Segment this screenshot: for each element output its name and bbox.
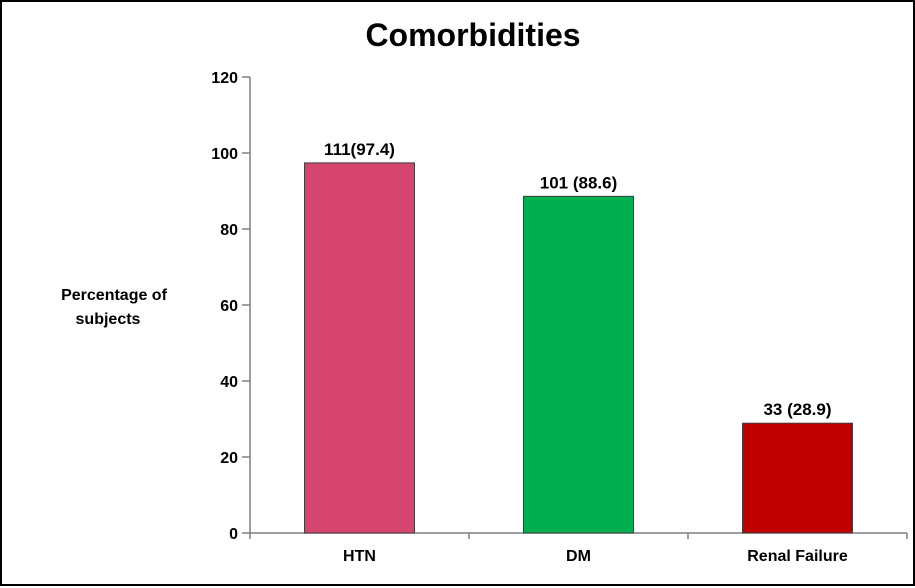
y-axis-label-line-1: Percentage of (61, 287, 167, 304)
y-tick-label: 0 (229, 526, 238, 543)
data-label: 111(97.4) (324, 140, 395, 159)
bar (304, 162, 415, 534)
y-tick-label: 80 (220, 222, 238, 239)
x-tick-label: DM (566, 548, 591, 565)
y-tick-label: 20 (220, 450, 238, 467)
x-tick-label: Renal Failure (747, 548, 848, 565)
chart-title: Comorbidities (365, 17, 580, 53)
bar (742, 422, 853, 534)
bar (523, 195, 634, 534)
plot-area: 0 20 40 60 80 100 120 111(97.4) HTN 101 (88.6) DM 3… (211, 70, 908, 565)
data-label: 101 (88.6) (540, 173, 618, 192)
y-tick-label: 60 (220, 298, 238, 315)
x-tick-label: HTN (343, 548, 376, 565)
y-axis-label-line-2: subjects (76, 311, 141, 328)
y-tick-label: 40 (220, 374, 238, 391)
data-label: 33 (28.9) (763, 400, 831, 419)
y-tick-label: 120 (211, 70, 238, 87)
y-tick-label: 100 (211, 146, 238, 163)
